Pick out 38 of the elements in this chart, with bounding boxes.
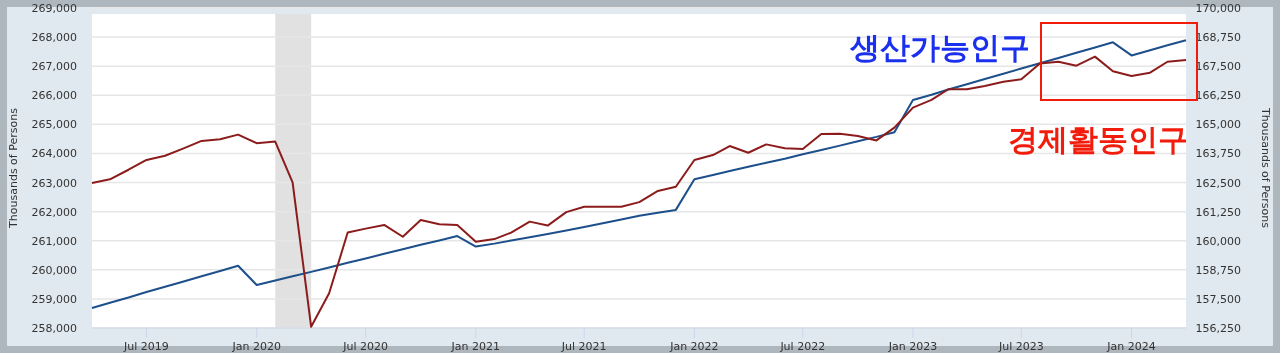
y-tick-label: 265,000 <box>31 118 77 132</box>
x-tick-label: Jan 2023 <box>887 340 938 353</box>
y-tick-label: 268,000 <box>31 31 77 45</box>
x-tick-label: Jan 2021 <box>450 340 501 353</box>
y2-tick-label: 167,500 <box>1195 60 1241 74</box>
y2-tick-label: 160,000 <box>1195 234 1241 248</box>
y-tick-label: 261,000 <box>31 234 77 248</box>
x-tick-label: Jul 2019 <box>123 340 169 353</box>
series-label: 경제활동인구 <box>1008 122 1188 157</box>
y2-tick-label: 168,750 <box>1195 31 1241 45</box>
x-tick-label: Jan 2022 <box>669 340 719 353</box>
y-tick-label: 267,000 <box>31 60 77 74</box>
y2-tick-label: 156,250 <box>1195 322 1241 335</box>
y-tick-label: 269,000 <box>31 2 77 15</box>
x-tick-label: Jul 2020 <box>342 340 389 353</box>
y2-tick-label: 166,250 <box>1195 89 1241 103</box>
y-tick-label: 260,000 <box>31 263 77 277</box>
y2-tick-label: 157,500 <box>1195 292 1241 306</box>
x-tick-label: Jul 2021 <box>560 340 607 353</box>
y2-tick-label: 170,000 <box>1195 2 1241 15</box>
y-tick-label: 263,000 <box>31 176 77 190</box>
y-tick-label: 264,000 <box>31 147 77 161</box>
x-tick-label: Jan 2024 <box>1106 340 1156 353</box>
x-tick-label: Jul 2022 <box>779 340 826 353</box>
x-tick-label: Jan 2020 <box>231 340 281 353</box>
y2-tick-label: 161,250 <box>1195 205 1241 219</box>
y-tick-label: 259,000 <box>31 292 77 306</box>
y-tick-label: 258,000 <box>31 322 77 335</box>
y2-tick-label: 165,000 <box>1195 118 1241 132</box>
y2-axis-title: Thousands of Persons <box>1259 107 1272 229</box>
x-tick-label: Jul 2023 <box>997 340 1044 353</box>
series-label: 생산가능인구 <box>849 30 1030 65</box>
y2-tick-label: 163,750 <box>1195 147 1241 161</box>
y2-tick-label: 158,750 <box>1195 263 1241 277</box>
y-tick-label: 262,000 <box>31 205 77 219</box>
y-axis-title: Thousands of Persons <box>7 107 20 229</box>
y-tick-label: 266,000 <box>31 89 77 103</box>
y2-tick-label: 162,500 <box>1195 176 1241 190</box>
